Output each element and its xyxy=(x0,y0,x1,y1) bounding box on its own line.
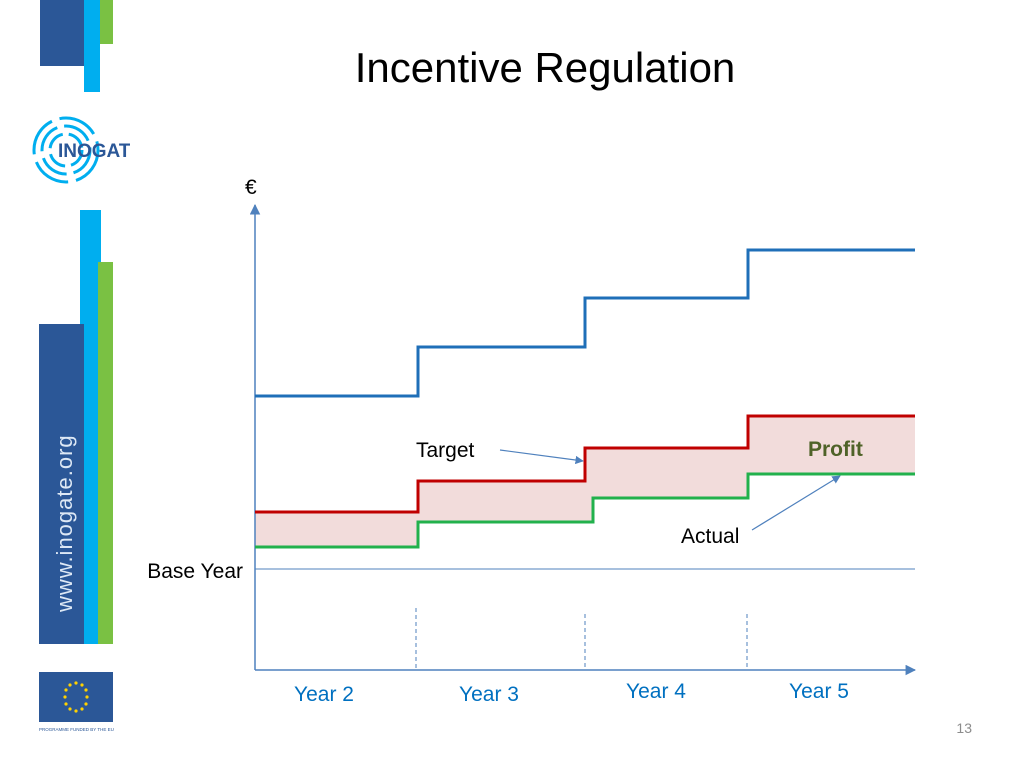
brand-block-dark-blue xyxy=(40,0,84,66)
y-axis-label: € xyxy=(245,176,257,199)
upper-step-line xyxy=(255,248,915,398)
actual-step-line xyxy=(255,472,915,549)
target-callout-arrow xyxy=(499,449,584,465)
eu-flag-icon xyxy=(39,672,113,722)
brand-block-green xyxy=(100,0,113,44)
page-number: 13 xyxy=(956,720,972,736)
x-label-year-4: Year 4 xyxy=(626,680,686,703)
x-label-year-5: Year 5 xyxy=(789,680,849,703)
target-step-line xyxy=(255,414,915,514)
vertical-url-text: www.inogate.org xyxy=(52,434,77,613)
logo-text: INOGATE xyxy=(58,141,130,162)
profit-label: Profit xyxy=(808,438,863,461)
brand-block-green-tall xyxy=(98,262,113,644)
brand-block-url xyxy=(39,324,84,644)
x-label-year-2: Year 2 xyxy=(294,683,354,706)
actual-label: Actual xyxy=(681,525,739,548)
actual-callout-arrow xyxy=(751,475,841,531)
base-year-label: Base Year xyxy=(147,560,243,583)
x-label-year-3: Year 3 xyxy=(459,683,519,706)
brand-block-light-blue-tall xyxy=(80,210,101,644)
target-label: Target xyxy=(416,439,475,462)
eu-caption: PROGRAMME FUNDED BY THE EU xyxy=(39,727,114,732)
inogate-logo: INOGATE xyxy=(32,116,130,184)
brand-block-light-blue xyxy=(84,0,100,92)
slide-title: Incentive Regulation xyxy=(354,44,736,91)
sidebar-branding: INOGATE www.inogate.org PROGRAMME FUNDED… xyxy=(32,0,130,732)
